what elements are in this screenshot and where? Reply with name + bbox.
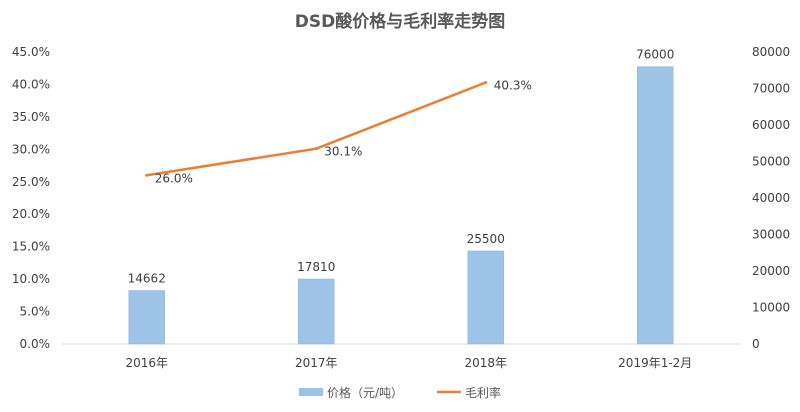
left-axis-tick-label: 10.0% <box>12 272 50 286</box>
bar-price <box>128 290 165 345</box>
line-point <box>314 147 318 151</box>
right-axis-tick-label: 50000 <box>752 155 790 169</box>
line-data-label: 30.1% <box>324 145 362 159</box>
legend-label-price: 价格（元/吨） <box>327 385 403 400</box>
line-data-label: 26.0% <box>155 171 193 185</box>
right-axis-tick-label: 80000 <box>752 45 790 59</box>
left-axis-tick-label: 30.0% <box>12 142 50 156</box>
left-axis-tick-label: 45.0% <box>12 45 50 59</box>
bar-price <box>637 66 674 345</box>
legend: 价格（元/吨） 毛利率 <box>299 385 501 400</box>
right-axis-tick-label: 40000 <box>752 191 790 205</box>
legend-swatch-price <box>299 388 323 396</box>
left-axis-tick-label: 0.0% <box>20 337 51 351</box>
line-data-label: 40.3% <box>494 78 532 92</box>
right-axis-tick-label: 20000 <box>752 264 790 278</box>
bar-data-label: 14662 <box>128 271 166 285</box>
bar-data-label: 17810 <box>297 260 335 274</box>
right-axis-tick-label: 0 <box>752 337 760 351</box>
right-axis-tick-label: 70000 <box>752 82 790 96</box>
x-axis-tick-label: 2018年 <box>464 356 507 370</box>
line-margin <box>146 81 487 177</box>
x-axis-tick-label: 2017年 <box>295 356 338 370</box>
bar-price <box>298 278 335 345</box>
bar-price <box>467 250 504 345</box>
bar-data-label: 25500 <box>467 232 505 246</box>
legend-label-margin: 毛利率 <box>465 385 501 400</box>
left-axis-tick-label: 25.0% <box>12 175 50 189</box>
x-axis-tick-label: 2016年 <box>125 356 168 370</box>
right-axis-tick-label: 10000 <box>752 301 790 315</box>
left-axis-tick-label: 40.0% <box>12 77 50 91</box>
line-point <box>484 80 488 84</box>
left-axis-tick-label: 35.0% <box>12 110 50 124</box>
right-axis-tick-label: 30000 <box>752 228 790 242</box>
bar-data-label: 76000 <box>636 48 674 62</box>
x-axis-tick-label: 2019年1-2月 <box>618 356 692 370</box>
right-axis-tick-label: 60000 <box>752 118 790 132</box>
line-point <box>145 173 149 177</box>
left-axis-tick-label: 15.0% <box>12 240 50 254</box>
chart-title: DSD酸价格与毛利率走势图 <box>295 11 505 32</box>
left-axis-tick-label: 5.0% <box>20 305 51 319</box>
left-axis-tick-label: 20.0% <box>12 207 50 221</box>
